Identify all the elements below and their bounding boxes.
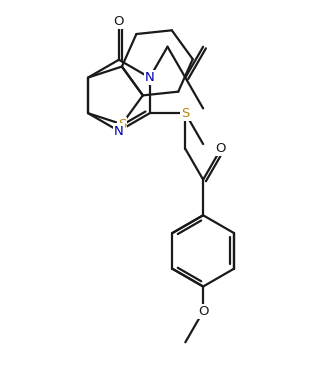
Text: S: S [118,118,126,131]
Text: O: O [114,15,124,28]
Text: S: S [181,107,190,120]
Text: N: N [114,124,124,138]
Text: O: O [216,142,226,155]
Text: N: N [145,71,155,84]
Text: O: O [198,305,208,318]
